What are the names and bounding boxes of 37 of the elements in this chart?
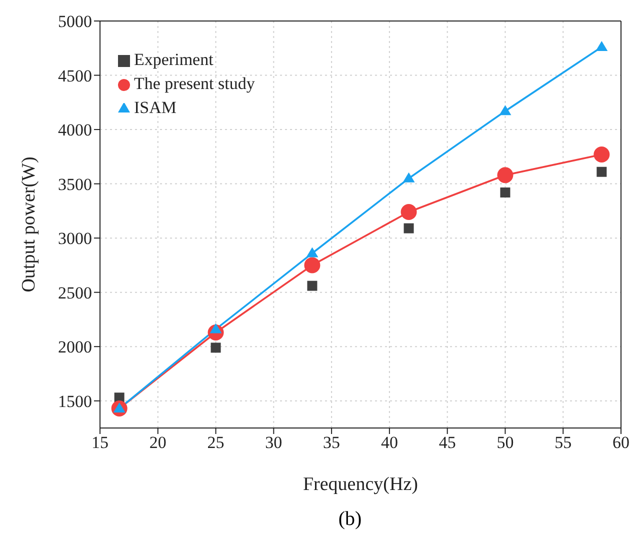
- point: [499, 105, 512, 116]
- y-tick-label: 2500: [58, 283, 92, 302]
- point: [306, 247, 318, 258]
- y-tick-label: 4500: [58, 66, 92, 86]
- point: [500, 187, 510, 198]
- point: [497, 167, 514, 184]
- x-tick-label: 25: [207, 433, 224, 452]
- text: (b): [337, 508, 363, 531]
- x-tick-label: 30: [265, 433, 282, 452]
- x-tick-label: 15: [92, 433, 108, 452]
- point: [400, 204, 417, 220]
- legend-label: ISAM: [134, 98, 177, 117]
- point: [210, 342, 221, 353]
- x-tick-label: 50: [496, 433, 514, 452]
- y-tick-label: 3000: [58, 229, 92, 248]
- y-tick-label: 2000: [58, 338, 92, 357]
- point: [304, 257, 320, 274]
- y-tick-label: 3500: [58, 174, 92, 194]
- y-tick-label: 5000: [58, 12, 92, 32]
- point: [596, 41, 608, 52]
- legend-label: Experiment: [134, 50, 214, 69]
- x-tick-label: 45: [438, 433, 456, 452]
- x-axis-title: Frequency(Hz): [302, 474, 418, 495]
- point: [404, 223, 414, 234]
- point: [307, 280, 318, 291]
- x-tick-label: 20: [149, 433, 166, 452]
- x-tick-label: 35: [323, 433, 340, 452]
- legend-label: The present study: [134, 74, 255, 93]
- x-tick-label: 60: [612, 433, 630, 452]
- y-tick-label: 1500: [58, 392, 92, 411]
- x-tick-label: 55: [554, 433, 572, 452]
- y-axis-title: Output power(W): [18, 156, 40, 292]
- point: [594, 146, 610, 162]
- y-tick-label: 4000: [58, 120, 92, 140]
- x-tick-label: 40: [380, 433, 398, 452]
- point: [402, 172, 415, 182]
- point: [596, 166, 607, 177]
